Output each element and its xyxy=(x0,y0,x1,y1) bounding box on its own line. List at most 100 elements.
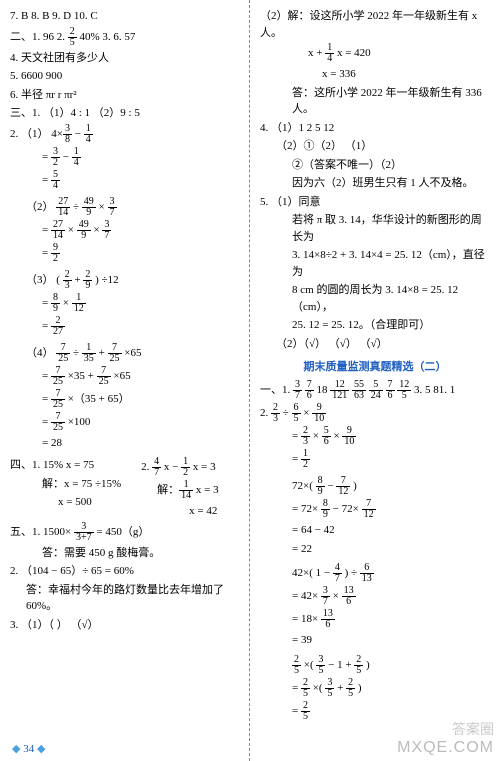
equation: 2. （1） 4×38 − 14 = 32 − 14 = 54 xyxy=(10,124,239,191)
t: = xyxy=(42,151,51,163)
t: （2）解：设这所小学 2022 年一年级新生有 x 人。 xyxy=(260,8,490,41)
t: = xyxy=(42,393,51,405)
frac: 725 xyxy=(51,412,65,433)
t: x = 3 xyxy=(193,484,218,496)
text: 5. 6600 900 xyxy=(10,68,239,85)
t: 答：这所小学 2022 年一年级新生有 336 人。 xyxy=(260,85,490,118)
frac: 32 xyxy=(51,147,60,168)
t: ÷ xyxy=(70,347,82,359)
t: 5. （1）同意 xyxy=(260,194,490,211)
t: − xyxy=(60,151,72,163)
equation: （2） 2714 ÷ 499 × 37 = 2714 × 499 × 37 = … xyxy=(10,197,239,264)
frac: 38 xyxy=(63,124,72,145)
frac: 54 xyxy=(51,170,60,191)
text: 6. 半径 πr r πr² xyxy=(10,87,239,104)
t: = xyxy=(42,224,51,236)
frac: 499 xyxy=(82,197,96,218)
equation: 42×( 1 − 47 ) ÷ 613 = 42× 37 × 136 = 18×… xyxy=(260,563,490,649)
frac: 12 xyxy=(181,457,190,478)
section-title: 期末质量监测真题精选（二） xyxy=(260,358,490,374)
t: 一、1. 37 76 18 12121 5563 524 76 125 3. 5… xyxy=(260,380,490,401)
t: × xyxy=(60,297,72,309)
t: ×100 xyxy=(65,416,90,428)
equation: （3） ( 23 + 29 ) ÷12 = 89 × 112 = 227 xyxy=(10,270,239,337)
t: x = 3 xyxy=(190,461,215,473)
t: 3. 14×8÷2 + 3. 14×4 = 25. 12（cm），直径为 xyxy=(260,247,490,280)
text: 三、1. （1）4 : 1 （2）9 : 5 xyxy=(10,105,239,122)
t: = xyxy=(42,320,51,332)
frac: 112 xyxy=(72,293,86,314)
t: = xyxy=(42,416,51,428)
t: + xyxy=(72,274,84,286)
frac: 227 xyxy=(51,316,65,337)
t: ×35 + xyxy=(65,370,97,382)
t: 解：x = 75 ÷15% xyxy=(10,476,121,493)
frac: 37 xyxy=(102,220,111,241)
text: 4. 天文社团有多少人 xyxy=(10,50,239,67)
t: ÷ xyxy=(70,201,82,213)
watermark-text: MXQE.COM xyxy=(397,739,494,757)
frac: 725 xyxy=(51,366,65,387)
frac: 14 xyxy=(72,147,81,168)
t: 二、1. 96 2. xyxy=(10,31,68,43)
t: 解： xyxy=(157,484,179,496)
left-column: 7. B 8. B 9. D 10. C 二、1. 96 2. 25 40% 3… xyxy=(0,0,250,761)
t: × xyxy=(91,224,103,236)
t: （4） xyxy=(26,347,56,359)
frac: 2714 xyxy=(56,197,70,218)
frac: 14 xyxy=(325,43,334,64)
frac: 2714 xyxy=(51,220,65,241)
t: x − xyxy=(161,461,181,473)
t: = xyxy=(42,370,51,382)
frac: 37 xyxy=(108,197,117,218)
equation: 72×( 89 − 712 ) = 72× 89 − 72× 712 = 64 … xyxy=(260,476,490,557)
frac: 114 xyxy=(179,480,193,501)
equation: （4） 725 ÷ 135 + 725 ×65 = 725 ×35 + 725 … xyxy=(10,343,239,452)
t: （2） xyxy=(26,201,56,213)
equation: 2. 23 ÷ 65 × 910 = 23 × 56 × 910 = 12 xyxy=(260,403,490,470)
t: x + xyxy=(308,47,325,59)
t: 因为六（2）班男生只有 1 人不及格。 xyxy=(260,175,490,192)
right-column: （2）解：设这所小学 2022 年一年级新生有 x 人。 x + 14 x = … xyxy=(250,0,500,761)
t: x = 500 xyxy=(10,494,121,511)
t: = 28 xyxy=(10,435,239,452)
t: 四、1. 15% x = 75 xyxy=(10,457,121,474)
watermark-icon: 答案圈 xyxy=(452,719,494,739)
page: 7. B 8. B 9. D 10. C 二、1. 96 2. 25 40% 3… xyxy=(0,0,500,761)
t: x = 420 xyxy=(334,47,370,59)
t: × xyxy=(65,224,77,236)
t: x = 336 xyxy=(260,66,490,83)
frac: 135 xyxy=(82,343,96,364)
t: 答：需要 450 g 酸梅膏。 xyxy=(10,545,239,562)
t: 2. xyxy=(260,407,271,419)
frac: 725 xyxy=(97,366,111,387)
t: ×65 xyxy=(122,347,142,359)
t: 2. （1） 4× xyxy=(10,128,63,140)
t: 4. （1）1 2 5 12 xyxy=(260,120,490,137)
t: ×65 xyxy=(111,370,131,382)
t: （2）（√） （√） （√） xyxy=(260,336,490,353)
t: 五、1. 1500× xyxy=(10,526,74,538)
frac: 725 xyxy=(108,343,122,364)
t: = xyxy=(42,297,51,309)
frac: 725 xyxy=(56,343,70,364)
t: x = 42 xyxy=(141,503,218,520)
t: = 450（g） xyxy=(94,526,150,538)
frac: 92 xyxy=(51,243,60,264)
t: 2. xyxy=(141,461,152,473)
t: 8 cm 的圆的周长为 3. 14×8 = 25. 12（cm）， xyxy=(260,282,490,315)
frac: 23 xyxy=(63,270,72,291)
frac: 47 xyxy=(152,457,161,478)
page-number: ◆ 34 ◆ xyxy=(12,742,45,755)
t: 若将 π 取 3. 14，华华设计的新图形的周长为 xyxy=(260,212,490,245)
frac: 25 xyxy=(68,27,77,48)
t: ) ÷12 xyxy=(92,274,118,286)
text: 7. B 8. B 9. D 10. C xyxy=(10,8,239,25)
t: 25. 12 = 25. 12。（合理即可） xyxy=(260,317,490,334)
frac: 89 xyxy=(51,293,60,314)
t: = xyxy=(42,174,51,186)
t: × xyxy=(96,201,108,213)
frac: 14 xyxy=(84,124,93,145)
t: （2）①（2） （1） xyxy=(260,138,490,155)
frac: 499 xyxy=(77,220,91,241)
